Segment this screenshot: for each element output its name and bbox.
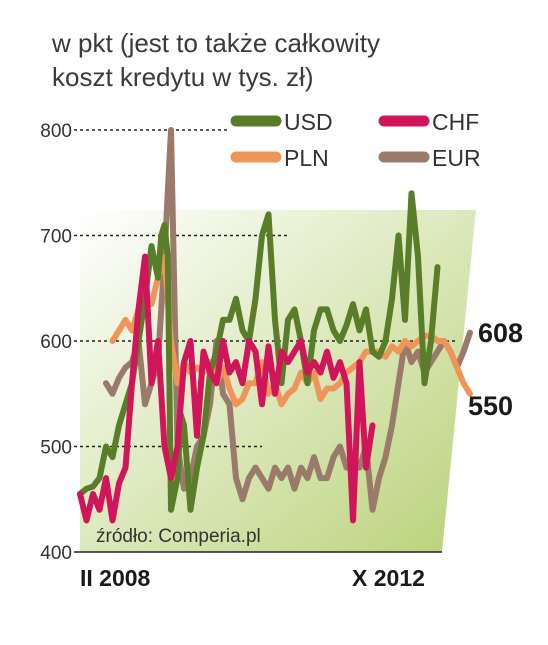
y-tick-label-700: 700 xyxy=(40,227,72,248)
legend-label-usd: USD xyxy=(284,109,333,135)
legend-item-usd: USD xyxy=(230,109,333,135)
legend-item-pln: PLN xyxy=(230,145,329,171)
y-tick-label-500: 500 xyxy=(40,438,72,459)
legend-label-pln: PLN xyxy=(284,145,329,171)
series-lines xyxy=(77,127,473,524)
legend-label-eur: EUR xyxy=(432,145,481,171)
legend-item-chf: CHF xyxy=(378,109,479,135)
x-label-end: X 2012 xyxy=(352,565,425,591)
series-line-chf xyxy=(77,253,376,524)
y-tick-label-400: 400 xyxy=(40,543,72,564)
chart-title-line-1: w pkt (jest to także całkowity xyxy=(51,28,380,58)
legend-label-chf: CHF xyxy=(432,109,479,135)
source-note: źródło: Comperia.pl xyxy=(96,526,261,547)
legend: USD CHF PLN EUR xyxy=(230,109,481,171)
y-tick-label-800: 800 xyxy=(40,121,72,142)
series-line-eur xyxy=(103,127,473,513)
end-label-pln: 550 xyxy=(468,391,513,421)
series-line-pln xyxy=(109,253,473,408)
end-label-eur: 608 xyxy=(478,318,523,348)
chart-title-line-2: koszt kredytu w tys. zł) xyxy=(52,62,314,92)
y-axis: 400 500 600 700 800 xyxy=(40,121,72,564)
legend-item-eur: EUR xyxy=(378,145,481,171)
x-label-start: II 2008 xyxy=(80,565,151,591)
y-tick-label-600: 600 xyxy=(40,332,72,353)
